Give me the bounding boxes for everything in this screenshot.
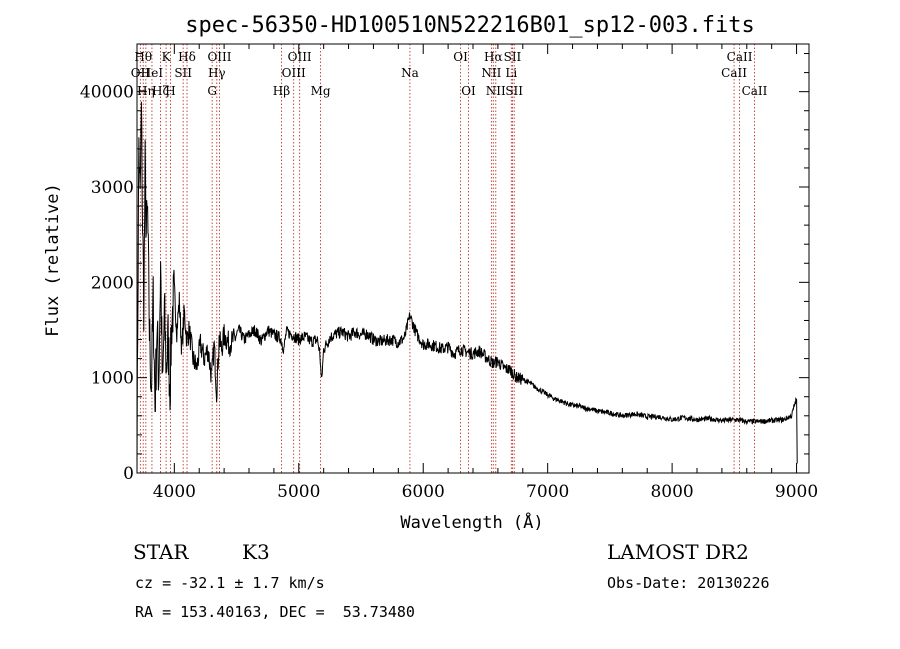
spectrum-series	[136, 101, 798, 474]
line-label: SII	[174, 66, 192, 80]
survey-name: LAMOST DR2	[607, 540, 749, 564]
line-label: Mg	[311, 84, 331, 98]
x-tick-label: 6000	[402, 482, 445, 502]
line-label: OI	[461, 84, 476, 98]
line-label: OIII	[288, 50, 312, 64]
x-axis-ticks: 4000 5000 6000 7000 8000 9000	[153, 44, 818, 502]
line-label: Hγ	[208, 66, 226, 80]
line-label: Hβ	[273, 84, 290, 98]
line-label: Li	[505, 66, 517, 80]
spectrum-line	[136, 101, 798, 474]
line-label: Hα	[484, 50, 503, 64]
line-label: OIII	[207, 50, 231, 64]
x-tick-label: 7000	[526, 482, 569, 502]
redshift-text: cz = -32.1 ± 1.7 km/s	[135, 574, 325, 592]
line-label: Hζ	[152, 84, 169, 98]
x-tick-label: 8000	[650, 482, 693, 502]
obs-date: Obs-Date: 20130226	[607, 574, 770, 592]
line-label: G	[207, 84, 217, 98]
coordinates: RA = 153.40163, DEC = 53.73480	[135, 603, 415, 621]
y-tick-label: 0	[123, 464, 134, 484]
y-axis-label: Flux (relative)	[43, 183, 63, 337]
line-label: Hδ	[178, 50, 196, 64]
line-label: CaII	[727, 50, 753, 64]
x-tick-label: 9000	[775, 482, 818, 502]
y-tick-label: 1000	[91, 369, 134, 389]
line-label: SII	[505, 84, 523, 98]
y-tick-label: 3000	[91, 178, 134, 198]
spectral-subclass: K3	[242, 540, 270, 564]
line-label: CaII	[721, 66, 747, 80]
y-tick-label: 2000	[91, 273, 134, 293]
line-label: Hη	[137, 84, 155, 98]
line-label: SII	[504, 50, 522, 64]
y-axis-ticks: 0 1000 2000 3000 40000	[80, 53, 809, 484]
line-label: HeI	[141, 66, 164, 80]
plot-frame	[136, 43, 810, 474]
spectral-line-labels: OIIHθHηHeIHζKHSIIHδGHγOIIIHβOIIIOIIIMgNa…	[131, 50, 768, 98]
object-class: STAR	[133, 540, 189, 564]
chart-title: spec-56350-HD100510N522216B01_sp12-003.f…	[185, 13, 755, 38]
line-label: CaII	[742, 84, 768, 98]
spectral-line-markers	[139, 44, 755, 473]
x-tick-label: 4000	[153, 482, 196, 502]
line-label: K	[162, 50, 172, 64]
line-label: NII	[481, 66, 501, 80]
line-label: NII	[486, 84, 506, 98]
line-label: OI	[453, 50, 468, 64]
line-label: Na	[401, 66, 419, 80]
x-axis-label: Wavelength (Å)	[400, 511, 543, 533]
y-tick-label: 40000	[80, 83, 134, 103]
x-tick-label: 5000	[277, 482, 320, 502]
line-label: OIII	[282, 66, 306, 80]
line-label: H	[165, 84, 175, 98]
